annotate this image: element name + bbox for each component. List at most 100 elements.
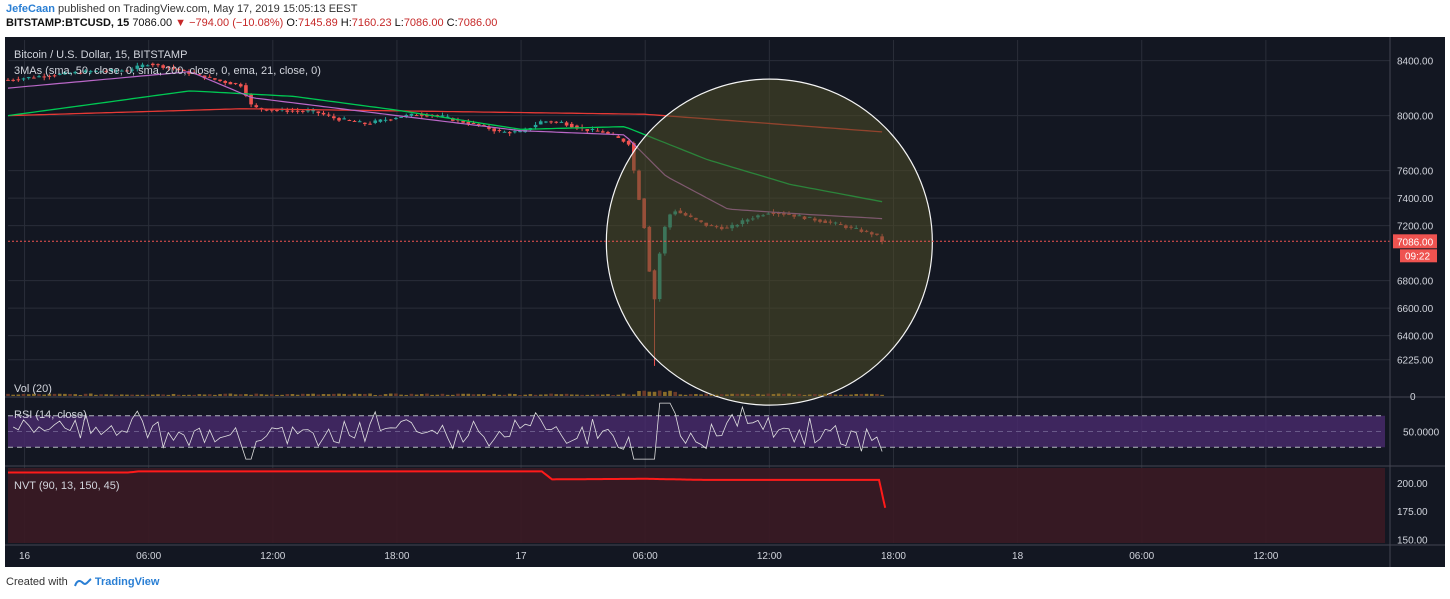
- volume-bar: [94, 394, 98, 396]
- candle-body: [347, 120, 352, 122]
- countdown-badge-label: 09:22: [1405, 251, 1430, 262]
- candle-body: [626, 140, 631, 145]
- candle-body: [156, 64, 160, 66]
- volume-bar: [57, 393, 62, 396]
- volume-bar: [151, 394, 155, 396]
- low-label: L:: [394, 17, 404, 29]
- candle-body: [316, 111, 321, 114]
- volume-bar: [357, 393, 362, 396]
- open-label: O:: [286, 17, 298, 29]
- volume-bar: [21, 393, 26, 396]
- volume-bar: [425, 393, 429, 396]
- volume-bar: [430, 394, 434, 396]
- volume-bar: [383, 394, 388, 396]
- volume-bar: [363, 393, 367, 396]
- candle-body: [476, 124, 481, 126]
- candle-body: [321, 112, 326, 115]
- volume-bar: [182, 394, 186, 396]
- candle-body: [507, 132, 512, 134]
- volume-bar: [440, 393, 445, 396]
- volume-bar: [606, 394, 610, 396]
- volume-bar: [394, 393, 398, 396]
- candle-body: [471, 122, 476, 124]
- volume-bar: [787, 393, 791, 396]
- volume-bar: [523, 394, 528, 396]
- volume-bar: [414, 394, 419, 396]
- volume-bar: [538, 394, 543, 396]
- volume-bar: [637, 391, 641, 396]
- candle-body: [559, 121, 564, 123]
- candle-body: [223, 80, 228, 83]
- candle-body: [285, 110, 290, 112]
- candle-body: [419, 114, 424, 116]
- footer: Created with TradingView: [6, 576, 159, 588]
- candle-body: [166, 66, 171, 68]
- volume-bar: [807, 394, 812, 396]
- candle-body: [600, 131, 605, 133]
- candle-body: [399, 117, 403, 119]
- volume-bar: [544, 394, 548, 396]
- candle-body: [130, 69, 134, 71]
- volume-bar: [782, 393, 786, 396]
- volume-bar: [404, 394, 409, 396]
- candle-body: [125, 70, 129, 72]
- candle-body: [197, 74, 202, 76]
- volume-bar: [316, 394, 321, 396]
- volume-bar: [68, 393, 72, 396]
- volume-bar: [616, 394, 621, 396]
- candle-body: [487, 126, 491, 129]
- volume-bar: [864, 393, 869, 396]
- tradingview-link[interactable]: TradingView: [94, 576, 160, 588]
- volume-bar: [647, 391, 652, 396]
- volume-bar: [849, 394, 853, 396]
- volume-bar: [306, 393, 310, 396]
- candle-body: [114, 70, 119, 72]
- volume-bar: [311, 393, 315, 396]
- price-pane[interactable]: [6, 62, 1390, 406]
- volume-bar: [295, 394, 300, 396]
- volume-bar: [275, 394, 279, 396]
- candle-body: [119, 70, 124, 72]
- last-price-badge: [1393, 234, 1437, 249]
- volume-bar: [528, 394, 533, 396]
- volume-bar: [104, 394, 109, 396]
- candle-body: [99, 71, 103, 73]
- author-link[interactable]: JefeCaan: [6, 3, 55, 15]
- volume-bar: [6, 393, 10, 396]
- price-tick-label: 6225.00: [1397, 356, 1434, 367]
- candle-body: [445, 116, 450, 118]
- volume-bar: [818, 394, 822, 396]
- volume-bar: [673, 391, 678, 396]
- volume-bar: [347, 394, 352, 396]
- candle-body: [326, 114, 331, 116]
- candle-body: [233, 83, 238, 85]
- candle-body: [42, 76, 47, 78]
- candle-body: [404, 114, 409, 117]
- candle-body: [425, 114, 429, 117]
- candle-body: [290, 110, 295, 112]
- symbol-label: BITSTAMP:BTCUSD, 15: [6, 17, 130, 29]
- down-arrow-icon: ▼: [175, 17, 187, 29]
- candle-body: [135, 65, 140, 69]
- time-tick-label: 12:00: [1253, 551, 1278, 562]
- volume-tick-label: 0: [1410, 392, 1416, 403]
- volume-label: Vol (20): [14, 383, 52, 395]
- candle-body: [21, 78, 26, 80]
- candle-body: [544, 121, 548, 123]
- volume-bar: [135, 394, 140, 396]
- volume-bar: [213, 394, 217, 396]
- volume-bar: [704, 393, 709, 396]
- price-tick-label: 6800.00: [1397, 277, 1434, 288]
- candle-body: [68, 73, 72, 75]
- volume-bar: [244, 394, 248, 396]
- candle-body: [187, 71, 191, 74]
- volume-bar: [419, 394, 424, 396]
- volume-bar: [207, 394, 212, 396]
- volume-bar: [285, 394, 290, 396]
- price-tick-label: 6400.00: [1397, 332, 1434, 343]
- grid: [8, 40, 1390, 543]
- ma-indicator-label: 3MAs (sma, 50, close, 0, sma, 200, close…: [14, 65, 321, 77]
- volume-bar: [632, 394, 636, 396]
- volume-bar: [269, 394, 274, 396]
